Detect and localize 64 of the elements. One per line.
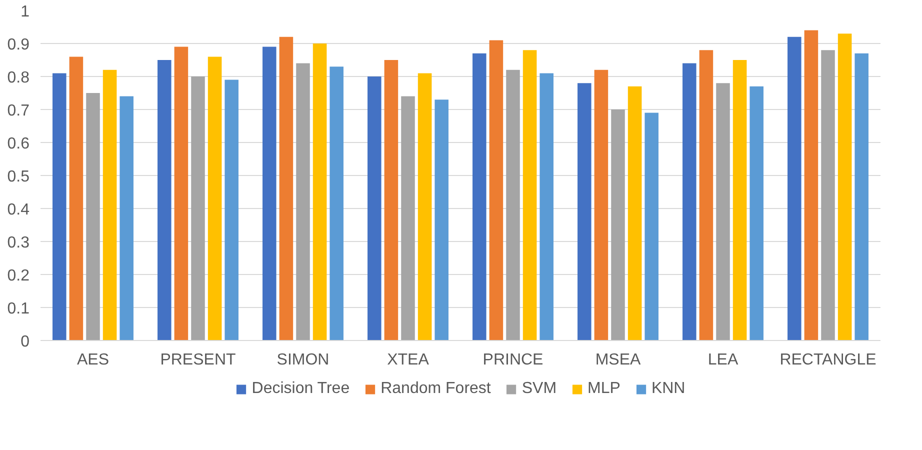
legend-label: Random Forest (380, 380, 491, 398)
bar (522, 50, 537, 340)
y-tick-label: 0.7 (7, 102, 30, 120)
x-tick-label: PRESENT (160, 352, 236, 368)
bar (384, 60, 398, 340)
bar (368, 76, 382, 340)
bar (472, 53, 486, 340)
bar (434, 100, 448, 340)
legend-label: KNN (651, 380, 686, 398)
bar (279, 36, 294, 340)
x-tick-label: AES (76, 352, 110, 368)
bar (682, 63, 696, 340)
bar (611, 110, 625, 340)
bar (644, 112, 658, 340)
bar (86, 93, 100, 340)
y-tick-label: 0 (20, 334, 30, 350)
bar (594, 70, 608, 340)
bar (489, 40, 504, 340)
bar (578, 83, 592, 340)
bar (628, 86, 642, 340)
bar (804, 30, 818, 340)
bar (120, 96, 134, 340)
bar (699, 50, 714, 340)
y-tick-label: 0.3 (7, 234, 30, 252)
bar (208, 56, 222, 340)
legend-label: MLP (588, 380, 620, 398)
y-tick-label: 0.5 (7, 168, 30, 186)
x-tick-label: RECTANGLE (780, 352, 876, 368)
y-tick-label: 0.6 (7, 136, 30, 152)
bar (52, 73, 66, 340)
y-tick-label: 0.4 (7, 202, 30, 218)
bar (821, 50, 835, 340)
bar (102, 70, 117, 340)
bar (854, 53, 868, 340)
bar (788, 36, 802, 340)
bar (174, 46, 188, 340)
bar (506, 70, 520, 340)
bar (330, 66, 344, 340)
y-tick-label: 0.8 (7, 70, 30, 86)
bar (750, 86, 764, 340)
y-tick-label: 1 (20, 4, 30, 20)
x-tick-label: PRINCE (482, 352, 544, 368)
bar (158, 60, 172, 340)
y-tick-label: 0.2 (7, 268, 30, 284)
bar (191, 76, 205, 340)
bar (69, 56, 84, 340)
bar (732, 60, 747, 340)
bar (838, 34, 852, 340)
x-tick-label: LEA (708, 352, 738, 368)
bar (224, 80, 238, 340)
x-tick-label: SIMON (276, 352, 330, 368)
x-tick-label: XTEA (387, 352, 430, 368)
bar (418, 73, 432, 340)
bar (296, 63, 310, 340)
bar (716, 83, 730, 340)
bar (262, 46, 276, 340)
bar (540, 73, 554, 340)
legend-label: SVM (522, 380, 557, 398)
legend-label: Decision Tree (252, 380, 350, 398)
y-tick-label: 0.9 (7, 36, 30, 54)
x-tick-label: MSEA (595, 352, 641, 368)
bar (312, 44, 327, 340)
y-tick-label: 0.1 (7, 300, 30, 318)
bar (401, 96, 415, 340)
